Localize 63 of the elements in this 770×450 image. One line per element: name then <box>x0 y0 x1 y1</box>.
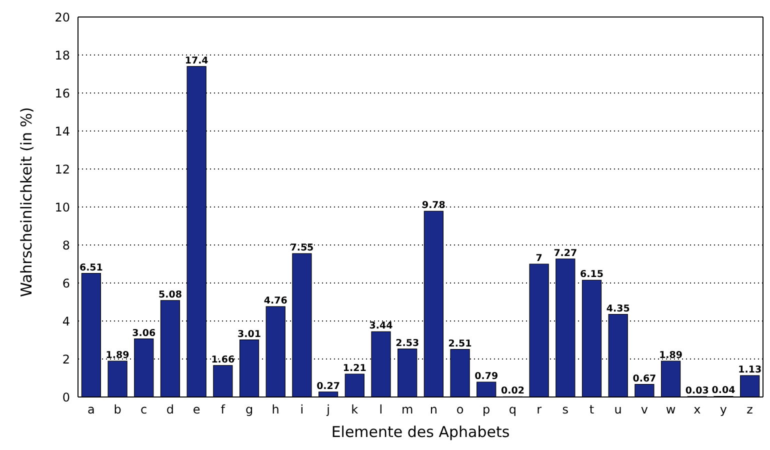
x-tick-label: r <box>536 402 542 417</box>
x-tick-label: u <box>614 402 622 417</box>
data-label: 0.67 <box>632 373 656 384</box>
y-tick-label: 2 <box>62 352 70 366</box>
x-tick-label: b <box>114 402 122 417</box>
x-tick-label: h <box>272 402 280 417</box>
data-label: 0.79 <box>474 370 498 382</box>
y-tick-label: 4 <box>62 314 70 328</box>
x-tick-label: f <box>220 402 226 417</box>
data-label: 3.44 <box>369 320 394 332</box>
y-axis-title: Wahrscheinlichkeit (in %) <box>17 107 36 297</box>
y-tick-label: 8 <box>62 238 70 252</box>
data-label: 7.27 <box>554 248 578 259</box>
y-tick-label: 18 <box>54 48 70 62</box>
x-tick-label: p <box>482 402 490 417</box>
y-tick-label: 14 <box>54 124 70 138</box>
data-label: 0.03 <box>685 385 709 396</box>
x-tick-label: k <box>351 402 358 417</box>
x-tick-label: i <box>300 402 304 417</box>
y-tick-label: 16 <box>54 86 70 100</box>
x-tick-label: q <box>508 402 517 417</box>
data-label: 0.27 <box>316 380 340 392</box>
data-label: 3.01 <box>238 328 261 340</box>
y-tick-label: 0 <box>62 390 70 404</box>
x-tick-label: s <box>562 402 569 417</box>
data-label: 5.08 <box>158 289 182 300</box>
data-label: 3.06 <box>132 328 156 339</box>
x-tick-label: o <box>456 402 464 417</box>
data-label: 1.89 <box>106 350 130 362</box>
data-label: 6.51 <box>79 262 103 274</box>
x-tick-label: a <box>87 402 95 417</box>
data-label: 2.53 <box>396 338 420 349</box>
x-tick-label: l <box>379 402 383 417</box>
data-label: 2.51 <box>448 338 472 350</box>
data-label: 1.21 <box>342 363 366 374</box>
x-tick-label: d <box>166 402 174 417</box>
x-tick-label: n <box>430 402 438 417</box>
x-tick-label: y <box>720 402 728 417</box>
data-label: 7 <box>536 253 542 264</box>
data-label: 0.04 <box>712 385 736 396</box>
x-tick-label: e <box>192 402 200 417</box>
x-tick-label: g <box>245 402 254 417</box>
x-tick-label: w <box>666 402 676 417</box>
data-label: 1.13 <box>738 364 762 376</box>
x-tick-label: j <box>326 402 330 417</box>
y-tick-label: 20 <box>54 10 70 24</box>
y-tick-label: 12 <box>54 162 70 176</box>
data-label: 0.02 <box>501 386 524 397</box>
x-tick-label: z <box>746 402 753 417</box>
x-tick-label: m <box>401 402 414 417</box>
x-tick-label: t <box>589 402 594 417</box>
data-label: 1.89 <box>659 350 683 362</box>
data-label: 4.35 <box>606 303 630 314</box>
data-label: 7.55 <box>290 242 314 254</box>
x-tick-label: v <box>640 402 648 417</box>
y-tick-label: 6 <box>62 276 70 290</box>
y-tick-label: 10 <box>54 200 70 214</box>
data-label: 17.4 <box>184 55 209 66</box>
x-axis-title: Elemente des Aphabets <box>331 423 510 441</box>
data-label: 6.15 <box>580 269 604 280</box>
data-label: 4.76 <box>264 296 288 307</box>
x-tick-label: c <box>140 402 148 417</box>
x-tick-label: x <box>694 402 701 417</box>
